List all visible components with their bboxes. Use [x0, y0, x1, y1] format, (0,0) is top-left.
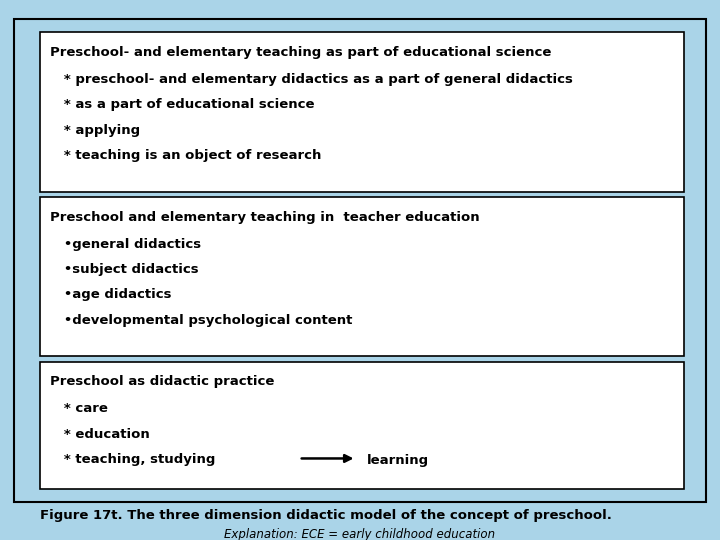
- Text: •subject didactics: •subject didactics: [50, 263, 199, 276]
- Text: Preschool and elementary teaching in  teacher education: Preschool and elementary teaching in tea…: [50, 211, 480, 224]
- Text: •general didactics: •general didactics: [50, 238, 202, 251]
- Text: * as a part of educational science: * as a part of educational science: [50, 98, 315, 111]
- Text: * preschool- and elementary didactics as a part of general didactics: * preschool- and elementary didactics as…: [50, 73, 573, 86]
- Text: * applying: * applying: [50, 124, 140, 137]
- Text: Figure 17t. The three dimension didactic model of the concept of preschool.: Figure 17t. The three dimension didactic…: [40, 509, 611, 522]
- Text: * teaching is an object of research: * teaching is an object of research: [50, 149, 322, 162]
- FancyBboxPatch shape: [40, 32, 684, 192]
- Text: learning: learning: [367, 454, 429, 467]
- FancyBboxPatch shape: [40, 362, 684, 489]
- FancyBboxPatch shape: [14, 19, 706, 502]
- FancyBboxPatch shape: [40, 197, 684, 356]
- Text: Preschool- and elementary teaching as part of educational science: Preschool- and elementary teaching as pa…: [50, 46, 552, 59]
- Text: * education: * education: [50, 428, 150, 441]
- Text: •age didactics: •age didactics: [50, 288, 172, 301]
- Text: * care: * care: [50, 402, 108, 415]
- Text: Preschool as didactic practice: Preschool as didactic practice: [50, 375, 275, 388]
- Text: •developmental psychological content: •developmental psychological content: [50, 314, 353, 327]
- Text: * teaching, studying: * teaching, studying: [50, 453, 216, 466]
- Text: Explanation: ECE = early childhood education: Explanation: ECE = early childhood educa…: [225, 528, 495, 540]
